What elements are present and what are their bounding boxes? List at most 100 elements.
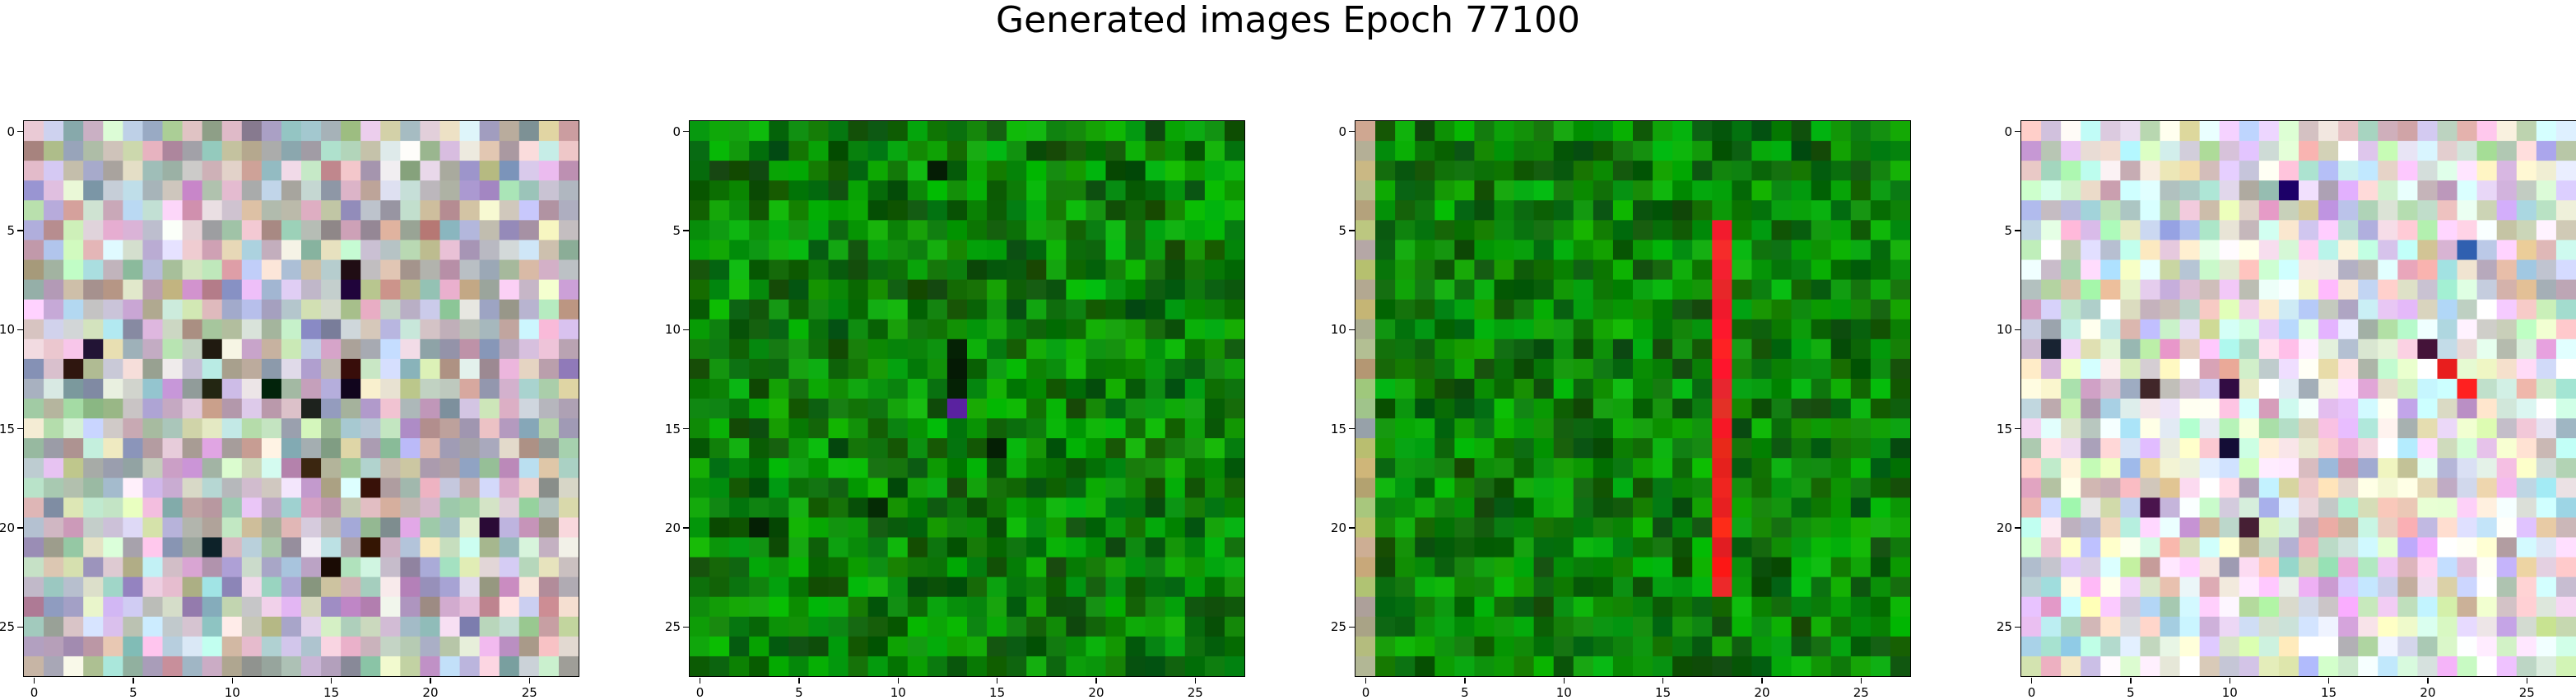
y-tick-mark [17,130,23,133]
pixel [1653,656,1673,676]
pixel [380,438,401,459]
pixel [2160,557,2181,578]
pixel [162,517,184,539]
pixel [2239,299,2260,320]
pixel [2199,478,2220,498]
pixel [202,200,223,221]
pixel [729,141,750,161]
pixel [1830,399,1852,419]
pixel [1633,557,1653,578]
pixel [2278,616,2299,637]
pixel [788,557,810,578]
pixel [1771,616,1793,637]
pixel [690,279,710,301]
pixel [2318,596,2339,618]
pixel [1086,656,1107,676]
pixel [1224,537,1244,558]
pixel [261,517,282,539]
pixel [182,616,203,637]
pixel [1653,576,1673,598]
pixel [103,418,123,439]
pixel [202,497,223,519]
pixel [1890,279,1910,301]
pixel [123,576,144,598]
pixel [1184,517,1206,539]
pixel [907,458,928,478]
pixel [1224,517,1244,539]
pixel [2100,616,2121,637]
pixel [261,458,282,478]
pixel [2457,478,2478,498]
pixel [2140,220,2161,241]
pixel [2397,200,2419,221]
x-tick-mark [699,678,701,684]
pixel [2338,319,2359,340]
pixel [1811,636,1832,657]
pixel [1692,438,1713,459]
pixel [808,319,830,340]
pixel [1184,478,1206,498]
pixel [2437,121,2458,142]
pixel [2061,141,2081,161]
pixel [1811,319,1832,340]
pixel [1165,338,1186,360]
pixel [1612,616,1634,637]
pixel [1612,537,1634,558]
pixel [1165,358,1186,380]
pixel [1204,458,1225,478]
pixel [2061,319,2081,340]
pixel [1415,656,1435,676]
pixel [2100,636,2121,657]
pixel [1454,240,1476,261]
pixel [162,358,184,380]
pixel [987,418,1007,439]
x-tick-mark [330,678,332,684]
pixel [828,537,849,558]
pixel [907,378,928,399]
pixel [1553,537,1574,558]
pixel [459,517,481,539]
pixel [341,180,361,201]
pixel [1375,358,1396,380]
pixel [1712,517,1732,539]
pixel [1612,141,1634,161]
pixel [142,141,164,161]
pixel [2160,240,2181,261]
pixel [1811,517,1832,539]
pixel [558,636,579,657]
pixel [848,438,869,459]
pixel [2536,220,2557,241]
pixel [2417,259,2439,281]
pixel [967,576,988,598]
pixel [380,596,401,618]
pixel [1672,517,1693,539]
pixel [1830,259,1852,281]
pixel [1890,478,1910,498]
pixel [1850,517,1872,539]
pixel [808,596,830,618]
pixel [2219,438,2240,459]
pixel [1771,596,1793,618]
pixel [1612,220,1634,241]
pixel [341,458,361,478]
pixel [690,121,710,142]
pixel [2081,517,2101,539]
pixel [1454,299,1476,320]
pixel [341,121,361,142]
pixel [1046,358,1067,380]
pixel [1026,656,1047,676]
pixel [63,458,84,478]
pixel [479,557,500,578]
pixel [2041,418,2062,439]
pixel [2397,299,2419,320]
pixel [2081,121,2101,142]
pixel [1434,338,1455,360]
pixel [2021,200,2042,221]
pixel [2160,338,2181,360]
pixel [1375,656,1396,676]
pixel [2081,616,2101,637]
pixel [2555,399,2576,419]
pixel [1474,161,1495,181]
pixel [1692,656,1713,676]
pixel [261,338,282,360]
